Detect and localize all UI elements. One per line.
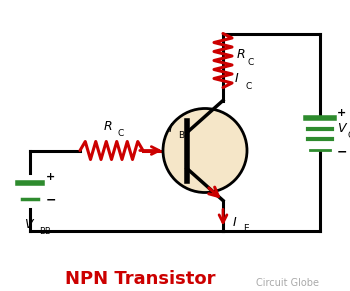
Text: V: V [337, 122, 345, 135]
Text: +: + [46, 171, 55, 182]
Text: BB: BB [39, 226, 51, 235]
Text: V: V [24, 219, 32, 232]
Text: NPN Transistor: NPN Transistor [65, 269, 215, 288]
Text: B: B [178, 132, 184, 141]
Text: R: R [237, 48, 246, 61]
Text: CC: CC [347, 131, 350, 140]
Text: C: C [247, 58, 253, 67]
Text: −: − [337, 145, 348, 158]
Text: C: C [245, 82, 251, 91]
Text: I: I [233, 216, 237, 229]
Text: +: + [337, 109, 346, 118]
Text: R: R [103, 120, 112, 132]
Text: −: − [46, 194, 56, 207]
Text: E: E [243, 224, 248, 233]
Text: Circuit Globe: Circuit Globe [256, 278, 318, 288]
Text: I: I [235, 72, 239, 85]
Text: C: C [118, 129, 124, 139]
Circle shape [163, 109, 247, 193]
Text: I: I [169, 122, 173, 134]
